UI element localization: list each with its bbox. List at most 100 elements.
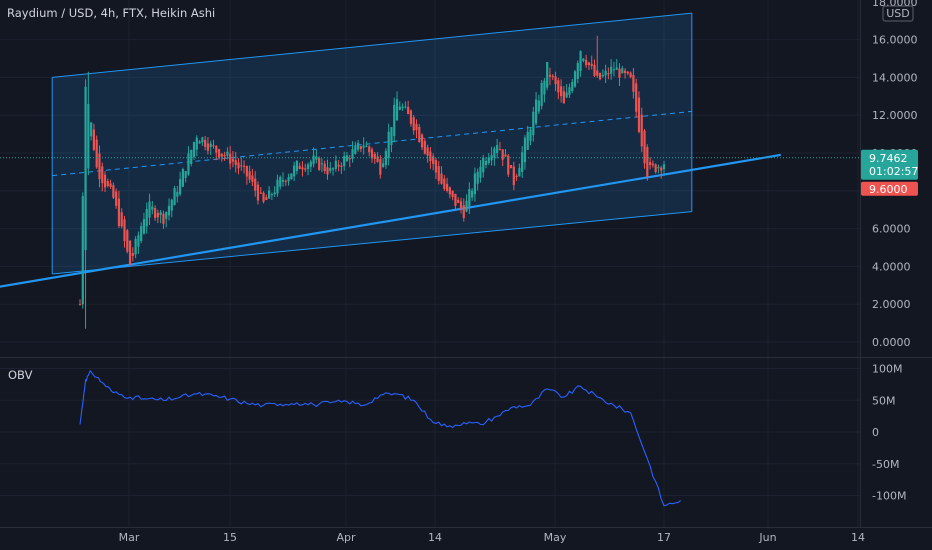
- channel-upper-line[interactable]: [52, 12, 692, 78]
- candle-body: [501, 149, 504, 160]
- candle-body: [362, 145, 365, 148]
- price-tick-label: 0.0000: [872, 336, 911, 349]
- candle-body: [487, 157, 490, 163]
- candle-body: [582, 58, 585, 62]
- candle-body: [323, 163, 326, 172]
- candle-body: [562, 91, 565, 104]
- candle-body: [287, 177, 290, 182]
- candle-body: [534, 99, 538, 124]
- candle-body: [348, 158, 351, 160]
- low-price-value: 9.6000: [869, 183, 908, 196]
- candle-body: [254, 178, 257, 191]
- candle-body: [398, 106, 401, 110]
- candle-body: [493, 148, 496, 158]
- candle-body: [490, 155, 493, 161]
- candle-body: [509, 165, 513, 169]
- candle-body: [401, 106, 404, 109]
- channel-lower-line[interactable]: [52, 211, 692, 275]
- candle-body: [548, 74, 552, 77]
- candle-body: [598, 73, 602, 80]
- obv-tick-label: -100M: [872, 490, 906, 503]
- candle-body: [571, 82, 574, 92]
- candle-body: [565, 92, 568, 98]
- candle-body: [312, 155, 315, 165]
- candle-body: [298, 165, 301, 169]
- candle-body: [340, 165, 343, 167]
- candle-body: [462, 205, 465, 218]
- time-tick-label: 14: [851, 531, 865, 544]
- candle-body: [301, 167, 304, 170]
- candle-body: [240, 165, 243, 167]
- candle-body: [165, 212, 168, 219]
- candle-body: [420, 134, 424, 148]
- candle-body: [484, 160, 488, 166]
- candle-body: [504, 154, 507, 157]
- candle-body: [81, 196, 84, 305]
- candle-body: [479, 166, 482, 178]
- candle-body: [120, 212, 123, 227]
- candle-body: [418, 127, 421, 143]
- candle-body: [593, 64, 596, 76]
- support-trendline[interactable]: [0, 153, 781, 288]
- candle-body: [384, 150, 388, 166]
- candle-body: [215, 145, 218, 153]
- candle-body: [432, 156, 435, 164]
- candle-body: [145, 208, 148, 227]
- candle-body: [184, 171, 187, 178]
- candle-body: [204, 140, 207, 147]
- candle-body: [295, 160, 299, 171]
- currency-badge[interactable]: [882, 5, 914, 22]
- candle-body: [587, 62, 591, 65]
- candle-body: [387, 131, 390, 159]
- candle-body: [270, 194, 273, 196]
- candle-body: [654, 164, 657, 173]
- current-price-value: 9.7462: [869, 152, 908, 165]
- chart-title: Raydium / USD, 4h, FTX, Heikin Ashi: [7, 6, 215, 20]
- candle-body: [98, 153, 101, 180]
- time-tick-label: Apr: [336, 531, 356, 544]
- candle-body: [131, 253, 134, 256]
- candle-body: [159, 212, 162, 216]
- candle-body: [181, 169, 184, 187]
- candle-body: [251, 175, 254, 182]
- candle-body: [220, 153, 223, 157]
- time-tick-label: May: [544, 531, 567, 544]
- candle-body: [195, 137, 198, 150]
- candle-body: [612, 69, 616, 71]
- candle-body: [459, 201, 463, 209]
- low-price-tag: [861, 181, 918, 196]
- candle-body: [306, 164, 310, 169]
- candle-body: [471, 190, 474, 198]
- candle-body: [648, 161, 652, 166]
- candle-body: [337, 164, 340, 167]
- channel-mid-line[interactable]: [52, 110, 692, 177]
- obv-tick-label: 50M: [872, 394, 896, 407]
- time-tick-label: 17: [657, 531, 671, 544]
- candle-body: [404, 106, 407, 108]
- candle-body: [256, 184, 260, 201]
- candle-body: [123, 219, 126, 242]
- candle-body: [179, 179, 182, 195]
- candle-body: [395, 99, 399, 121]
- candle-body: [646, 146, 649, 177]
- channel-fill: [52, 13, 692, 274]
- candle-body: [117, 198, 121, 226]
- obv-tick-label: 0: [872, 426, 879, 439]
- candle-body: [148, 201, 151, 218]
- candle-body: [190, 149, 193, 164]
- candle-body: [212, 145, 215, 147]
- candle-body: [546, 61, 549, 88]
- candle-body: [176, 191, 179, 197]
- candle-body: [237, 162, 240, 169]
- candle-body: [640, 114, 643, 147]
- candle-body: [457, 199, 460, 203]
- countdown-value: 01:02:57: [869, 165, 918, 178]
- candles: [78, 35, 666, 329]
- candle-body: [454, 193, 457, 206]
- candle-body: [84, 86, 87, 251]
- candle-body: [112, 185, 115, 198]
- candle-body: [262, 192, 265, 202]
- obv-line: [79, 370, 682, 507]
- candle-body: [651, 163, 654, 166]
